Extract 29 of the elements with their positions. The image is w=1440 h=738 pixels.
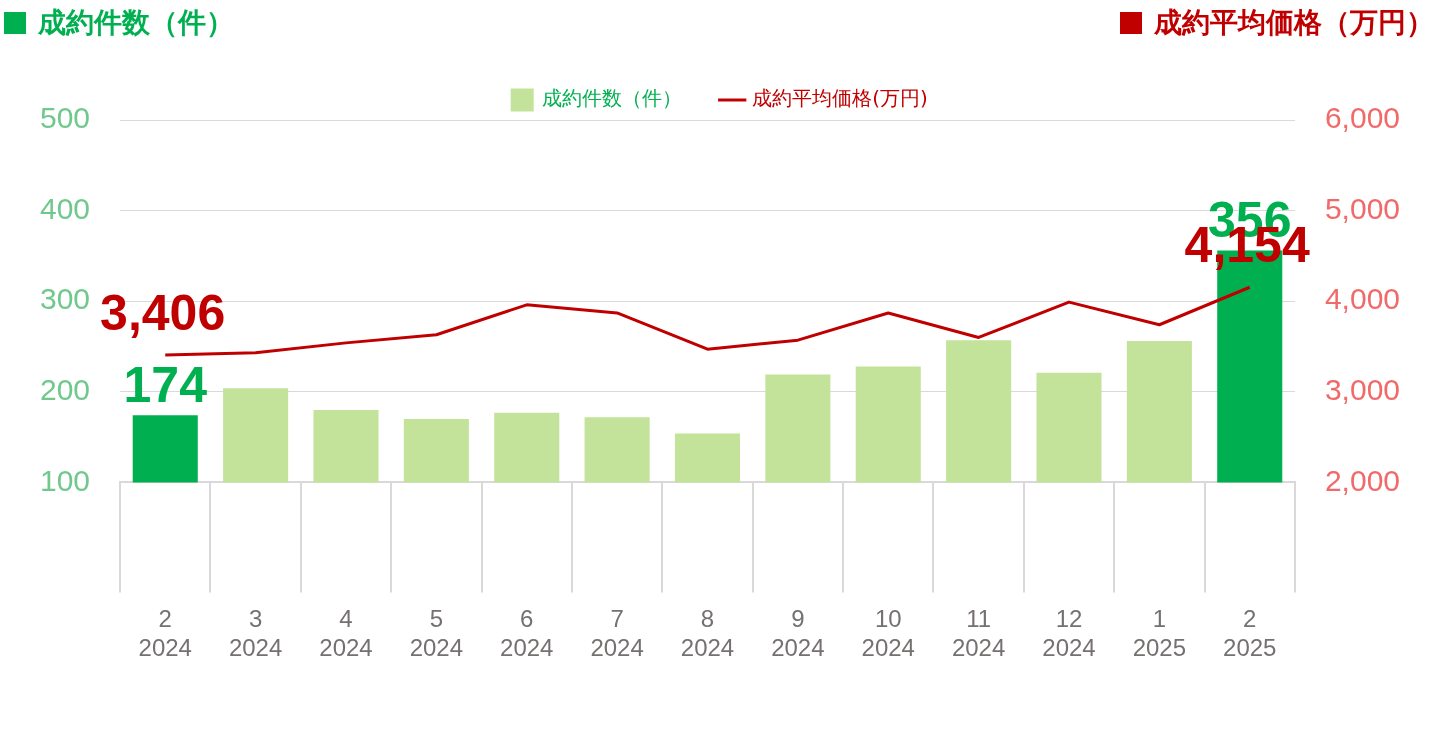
y-tick-label: 300: [39, 282, 91, 316]
y2-tick-label: 3,000: [1324, 373, 1400, 407]
x-tick-label: 1 2025: [1132, 605, 1187, 662]
y2-axis-title: 成約平均価格（万円）: [1154, 5, 1434, 41]
y2-tick-label: 5,000: [1324, 191, 1400, 225]
y-tick-label: 200: [39, 373, 91, 407]
y-tick-label: 400: [39, 191, 91, 225]
y2-tick-label: 6,000: [1324, 101, 1400, 135]
y-tick-label: 100: [39, 463, 91, 497]
x-tick-label: 10 2024: [861, 605, 915, 662]
x-tick-label: 7 2024: [590, 605, 644, 662]
x-tick-label: 2 2025: [1223, 605, 1277, 662]
y-axis-title: 成約件数（件）: [38, 5, 234, 41]
x-tick-label: 9 2024: [771, 605, 825, 662]
y2-tick-label: 4,000: [1324, 282, 1400, 316]
x-tick-label: 4 2024: [319, 605, 373, 662]
x-tick-label: 2 2024: [138, 605, 192, 662]
x-tick-label: 12 2024: [1042, 605, 1096, 662]
x-tick-label: 6 2024: [500, 605, 554, 662]
x-tick-label: 5 2024: [409, 605, 464, 662]
y2-tick-label: 2,000: [1324, 463, 1400, 497]
y-tick-label: 500: [39, 101, 91, 135]
x-tick-label: 11 2024: [951, 605, 1006, 662]
x-tick-label: 3 2024: [228, 605, 283, 662]
x-tick-label: 8 2024: [680, 605, 735, 662]
data-label: 3,406: [100, 284, 226, 341]
data-label: 174: [123, 357, 208, 414]
legend-label: 成約平均価格(万円): [752, 86, 928, 111]
legend-label: 成約件数（件）: [542, 86, 683, 111]
